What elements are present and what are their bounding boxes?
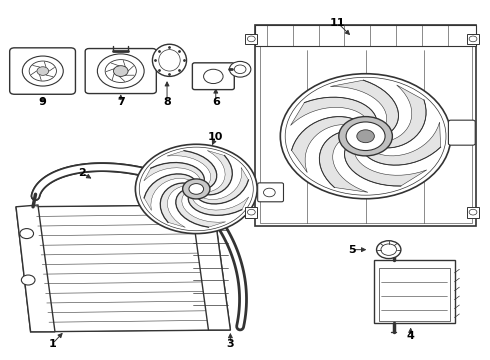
Circle shape xyxy=(357,130,374,143)
Polygon shape xyxy=(292,117,362,172)
Circle shape xyxy=(139,147,253,231)
Circle shape xyxy=(376,241,401,258)
Text: 9: 9 xyxy=(39,97,47,107)
Polygon shape xyxy=(16,205,55,332)
Polygon shape xyxy=(330,80,398,136)
Text: 1: 1 xyxy=(49,339,56,348)
Polygon shape xyxy=(192,205,230,330)
Polygon shape xyxy=(376,85,426,148)
Text: 6: 6 xyxy=(212,97,220,107)
Bar xyxy=(255,24,476,226)
Bar xyxy=(374,260,455,323)
Text: 4: 4 xyxy=(407,332,415,342)
Circle shape xyxy=(20,229,33,239)
Circle shape xyxy=(381,244,396,255)
Circle shape xyxy=(247,209,255,215)
Bar xyxy=(466,33,479,44)
Text: 5: 5 xyxy=(348,245,356,255)
Text: 3: 3 xyxy=(226,339,234,348)
Circle shape xyxy=(264,188,275,197)
Polygon shape xyxy=(16,205,230,332)
Circle shape xyxy=(234,65,246,73)
Polygon shape xyxy=(167,151,217,189)
Polygon shape xyxy=(176,189,225,227)
Polygon shape xyxy=(144,162,204,184)
Circle shape xyxy=(183,179,210,199)
Bar xyxy=(379,267,450,321)
Circle shape xyxy=(285,77,446,195)
Bar xyxy=(255,24,476,46)
Circle shape xyxy=(339,117,392,156)
Circle shape xyxy=(22,275,35,285)
Circle shape xyxy=(29,61,56,81)
Text: 11: 11 xyxy=(330,18,345,28)
Polygon shape xyxy=(160,183,190,228)
Bar xyxy=(260,28,471,223)
Circle shape xyxy=(105,60,136,82)
Text: 8: 8 xyxy=(163,97,171,107)
Polygon shape xyxy=(144,174,196,211)
Circle shape xyxy=(247,36,255,42)
FancyBboxPatch shape xyxy=(85,49,156,94)
Polygon shape xyxy=(319,131,368,192)
Circle shape xyxy=(469,36,477,42)
Bar xyxy=(466,207,479,217)
Polygon shape xyxy=(344,142,427,186)
Bar xyxy=(245,207,257,217)
Circle shape xyxy=(189,184,203,194)
Circle shape xyxy=(114,66,128,76)
Circle shape xyxy=(280,74,451,199)
Circle shape xyxy=(23,56,63,86)
FancyBboxPatch shape xyxy=(258,183,284,202)
Polygon shape xyxy=(188,194,249,215)
Ellipse shape xyxy=(159,50,180,71)
Circle shape xyxy=(469,209,477,215)
Ellipse shape xyxy=(152,44,187,76)
Polygon shape xyxy=(203,150,232,195)
FancyBboxPatch shape xyxy=(193,63,234,90)
Bar xyxy=(245,33,257,44)
Text: 10: 10 xyxy=(208,132,223,142)
Circle shape xyxy=(346,122,385,150)
Circle shape xyxy=(229,62,251,77)
Polygon shape xyxy=(196,167,248,204)
FancyBboxPatch shape xyxy=(10,48,75,94)
Polygon shape xyxy=(291,97,377,126)
FancyBboxPatch shape xyxy=(448,120,475,145)
Circle shape xyxy=(203,69,223,84)
Text: 2: 2 xyxy=(78,168,86,178)
Circle shape xyxy=(98,54,144,88)
Circle shape xyxy=(135,144,257,234)
Polygon shape xyxy=(362,122,441,165)
Text: 7: 7 xyxy=(117,97,124,107)
Circle shape xyxy=(37,67,49,75)
